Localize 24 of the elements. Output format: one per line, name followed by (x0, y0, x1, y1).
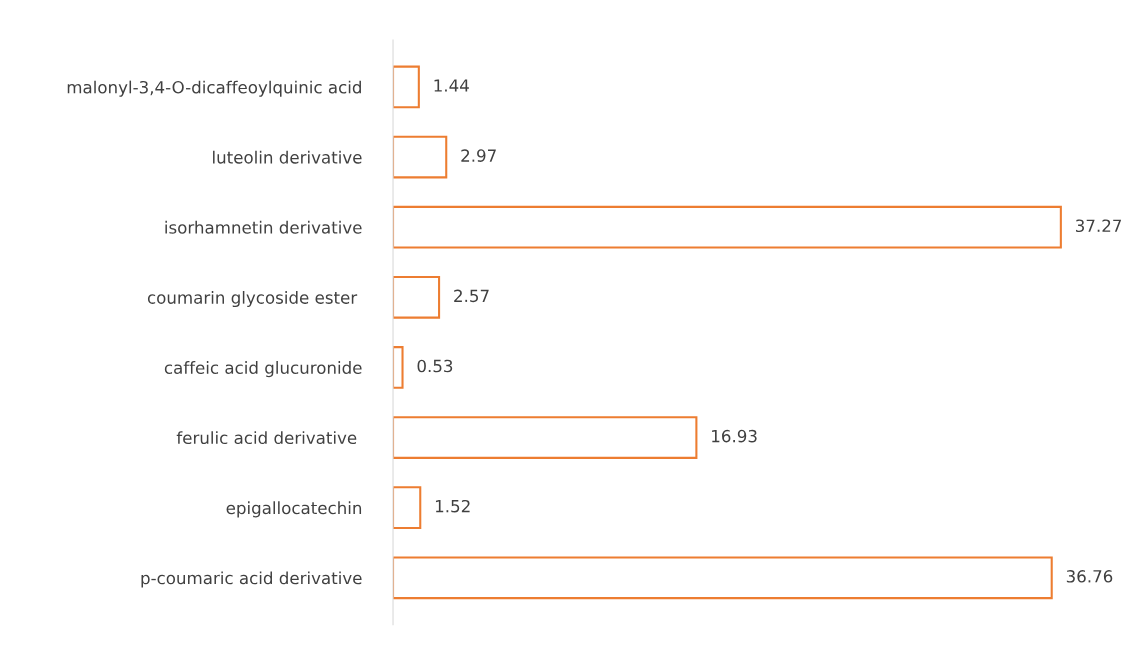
y-tick-label: epigallocatechin (226, 501, 362, 518)
y-tick-label: isorhamnetin derivative (165, 220, 362, 234)
bar (393, 346, 404, 389)
y-tick-label: ferulic acid derivative (176, 431, 357, 445)
y-tick-label: p-coumaric acid derivative (141, 571, 362, 588)
data-label: 36.76 (1066, 570, 1113, 583)
bar (393, 275, 441, 319)
data-label: 2.97 (461, 149, 496, 162)
bar (393, 205, 1062, 249)
bar (393, 135, 448, 179)
data-label: 1.44 (434, 79, 469, 92)
bar (393, 486, 422, 530)
y-tick-label: malonyl-3,4-O-dicaffeoylquinic acid (67, 80, 361, 97)
bar (393, 65, 420, 109)
data-label: 1.52 (435, 499, 470, 513)
data-label: 2.57 (454, 289, 489, 303)
bar (393, 416, 698, 459)
data-label: 16.93 (712, 429, 757, 443)
y-tick-label: luteolin derivative (213, 150, 362, 164)
data-label: 37.27 (1076, 219, 1122, 233)
data-label: 0.53 (417, 359, 453, 373)
bar (393, 556, 1053, 600)
y-tick-label: coumarin glycoside ester (147, 290, 358, 308)
y-tick-label: caffeic acid glucuronide (164, 361, 362, 378)
